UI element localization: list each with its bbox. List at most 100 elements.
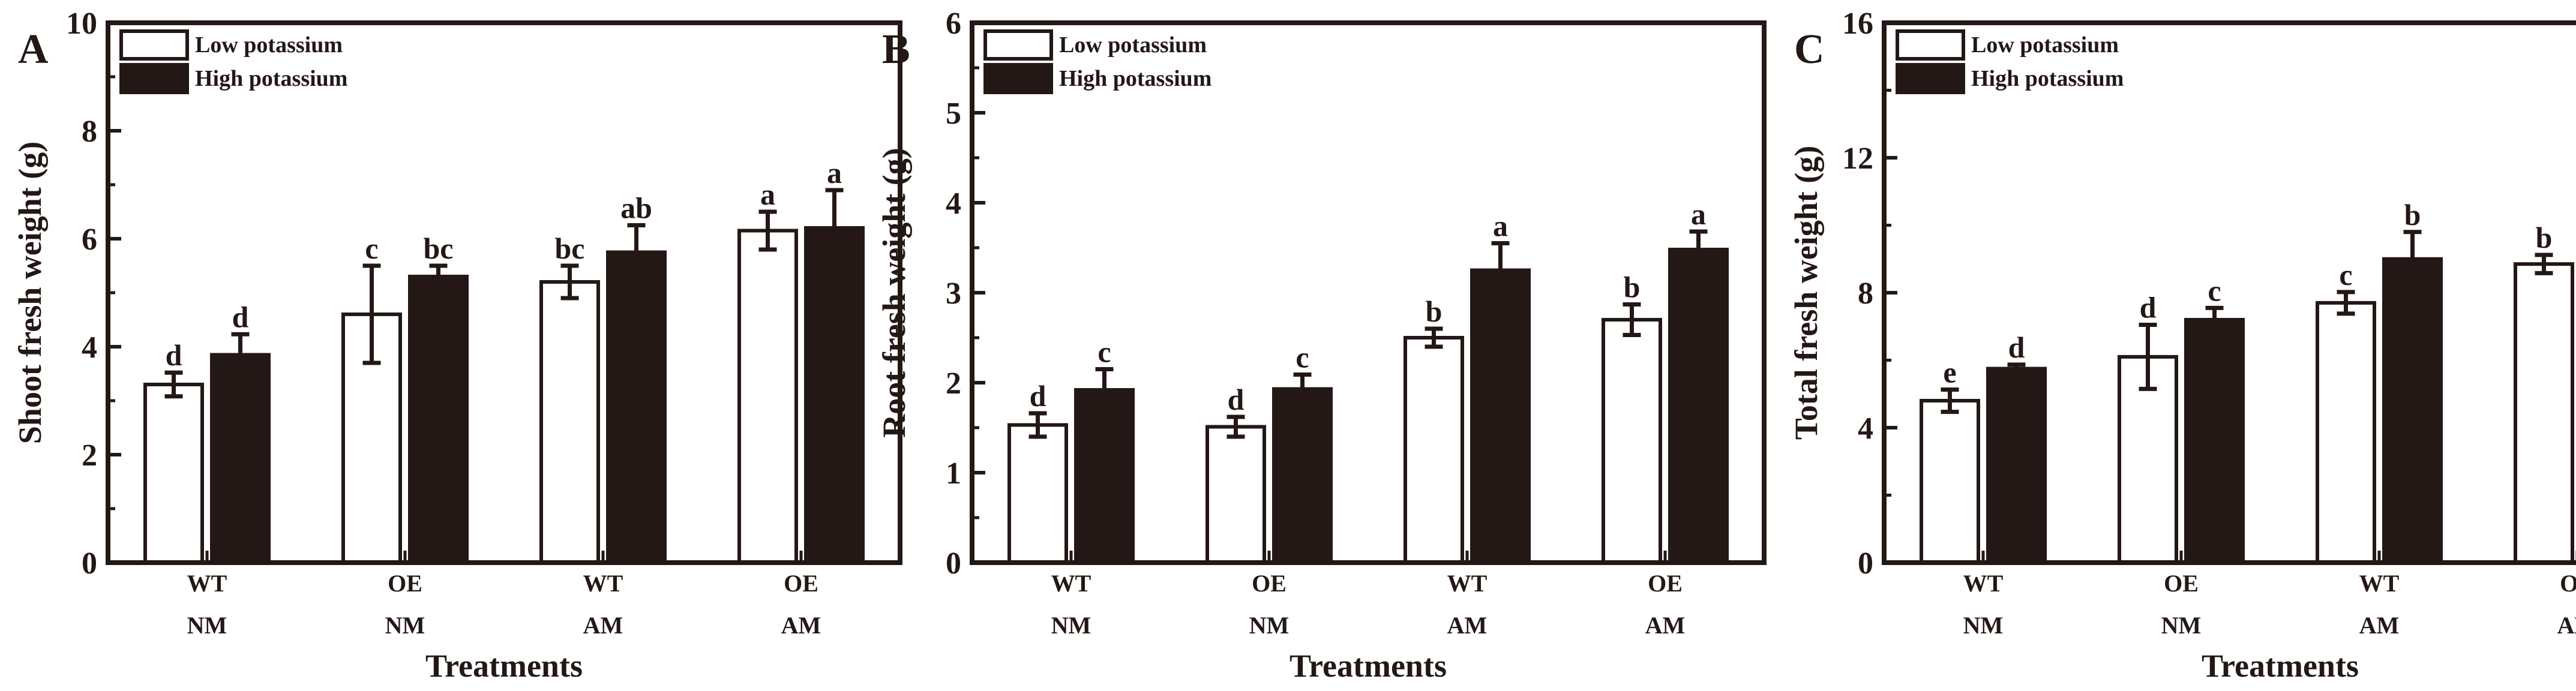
x-category-bottom: NM [1249, 612, 1290, 639]
significance-letter: b [1624, 271, 1641, 304]
chart-panel-a: A 0 2 4 6 8 10 Shoot fresh weight (g) WT NM d d OE NM… [12, 7, 902, 684]
bar-low-potassium [143, 383, 204, 564]
y-tick-label: 2 [82, 438, 97, 473]
significance-letter: a [760, 178, 775, 211]
x-category-top: OE [388, 570, 422, 597]
bar-low-potassium [2316, 301, 2376, 564]
significance-letter: ab [620, 191, 652, 225]
y-tick-label: 2 [946, 366, 961, 401]
plot-frame [970, 20, 1767, 565]
x-category-top: OE [2560, 570, 2576, 597]
significance-letter: d [166, 338, 182, 372]
y-tick-label: 8 [82, 115, 97, 149]
chart-panel-b: B 0 1 2 3 4 5 6 Root fresh weight (g) WT NM d c OE NM d… [876, 7, 1767, 684]
legend: Low potassium High potassium [1896, 29, 2124, 94]
y-tick-label: 3 [946, 277, 961, 311]
x-axis-title: Treatments [425, 648, 583, 684]
y-tick-label: 10 [66, 7, 97, 41]
significance-letter: d [2140, 290, 2157, 324]
legend-label: Low potassium [1971, 32, 2119, 58]
significance-letter: c [1296, 341, 1309, 374]
bar-high-potassium [408, 275, 469, 564]
y-axis-title: Root fresh weight (g) [876, 148, 912, 437]
plot-frame [1882, 20, 2576, 565]
y-tick-label: 4 [82, 331, 97, 365]
x-category-bottom: AM [781, 612, 821, 639]
panel-letter: C [1794, 26, 1825, 73]
x-category-top: OE [1252, 570, 1286, 597]
bar-high-potassium [1074, 388, 1135, 564]
x-category-bottom: NM [1051, 612, 1091, 639]
x-category-top: OE [2164, 570, 2199, 597]
significance-letter: c [1097, 335, 1111, 369]
bar-high-potassium [1470, 268, 1531, 564]
x-category-top: WT [187, 570, 227, 597]
bar-high-potassium [1272, 387, 1333, 564]
x-axis-title: Treatments [1290, 648, 1447, 684]
x-category-top: OE [1648, 570, 1683, 597]
chart-panel-c: C 0 4 8 12 16 Total fresh weight (g) WT NM e d OE NM… [1788, 7, 2576, 684]
legend-label: Low potassium [1059, 32, 1207, 58]
bar-high-potassium [210, 353, 271, 564]
y-tick-label: 0 [1858, 546, 1873, 581]
significance-letter: e [1943, 355, 1956, 389]
y-tick-label: 6 [82, 223, 97, 257]
bar-high-potassium [804, 226, 865, 564]
y-tick-label: 16 [1842, 7, 1873, 41]
bar-low-potassium [1007, 423, 1068, 564]
legend-label: High potassium [1971, 66, 2124, 91]
significance-letter: c [365, 232, 378, 265]
x-category-bottom: NM [385, 612, 425, 639]
legend-swatch-low-potassium [983, 29, 1053, 61]
significance-letter: d [232, 300, 249, 334]
legend: Low potassium High potassium [119, 29, 347, 94]
x-category-bottom: NM [1963, 612, 2004, 639]
significance-letter: bc [424, 232, 454, 265]
x-category-bottom: NM [187, 612, 227, 639]
y-tick-label: 12 [1842, 142, 1873, 176]
significance-letter: b [2404, 198, 2421, 232]
bar-low-potassium [2514, 262, 2574, 564]
y-tick-label: 8 [1858, 277, 1873, 311]
x-category-bottom: NM [2161, 612, 2202, 639]
legend: Low potassium High potassium [983, 29, 1211, 94]
y-axis-title: Total fresh weight (g) [1788, 146, 1824, 440]
x-category-bottom: AM [2359, 612, 2400, 639]
significance-letter: c [2339, 258, 2352, 292]
significance-letter: c [2208, 274, 2221, 307]
plot-frame [106, 20, 902, 565]
x-category-bottom: AM [1447, 612, 1488, 639]
x-category-top: WT [1051, 570, 1091, 597]
x-category-bottom: AM [583, 612, 623, 639]
bar-low-potassium [1205, 425, 1266, 564]
bar-low-potassium [539, 280, 600, 564]
x-category-bottom: AM [1645, 612, 1686, 639]
legend-label: High potassium [1059, 66, 1211, 91]
bar-high-potassium [1668, 248, 1729, 564]
bar-high-potassium [1986, 366, 2047, 564]
legend-swatch-low-potassium [119, 29, 189, 61]
x-category-top: WT [583, 570, 623, 597]
bar-low-potassium [1404, 336, 1464, 564]
y-tick-label: 6 [946, 7, 961, 41]
y-tick-label: 5 [946, 97, 961, 131]
bar-low-potassium [1602, 318, 1662, 564]
panel-letter: A [18, 26, 49, 73]
y-tick-label: 4 [946, 187, 961, 221]
y-tick-label: 0 [82, 546, 97, 581]
x-category-top: WT [1447, 570, 1488, 597]
significance-letter: a [1493, 209, 1508, 243]
y-tick-label: 0 [946, 546, 961, 581]
significance-letter: d [2008, 331, 2025, 364]
y-tick-label: 1 [946, 456, 961, 491]
x-category-top: OE [784, 570, 818, 597]
bar-high-potassium [2184, 318, 2245, 564]
significance-letter: a [827, 156, 842, 190]
legend-swatch-high-potassium [1896, 63, 1965, 94]
significance-letter: d [1030, 379, 1046, 413]
legend-swatch-high-potassium [983, 63, 1053, 94]
significance-letter: b [1426, 295, 1443, 328]
significance-letter: bc [555, 232, 585, 265]
x-category-top: WT [2359, 570, 2400, 597]
